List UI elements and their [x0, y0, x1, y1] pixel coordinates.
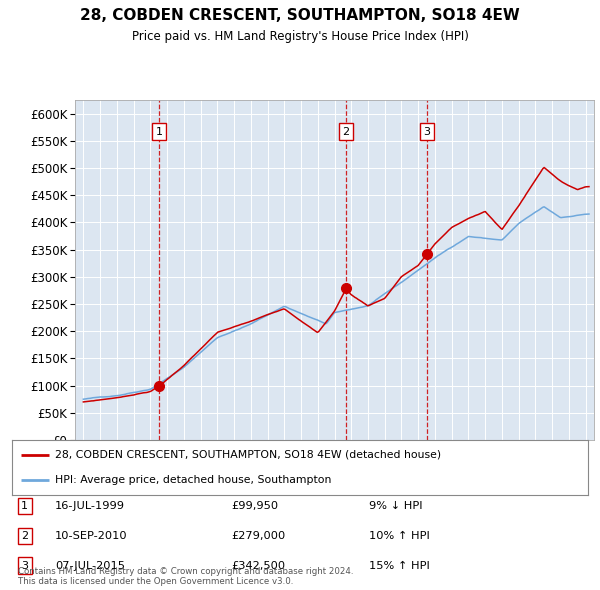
- Text: 16-JUL-1999: 16-JUL-1999: [55, 501, 125, 511]
- Text: 07-JUL-2015: 07-JUL-2015: [55, 560, 125, 571]
- Text: 28, COBDEN CRESCENT, SOUTHAMPTON, SO18 4EW (detached house): 28, COBDEN CRESCENT, SOUTHAMPTON, SO18 4…: [55, 450, 442, 460]
- Text: 28, COBDEN CRESCENT, SOUTHAMPTON, SO18 4EW: 28, COBDEN CRESCENT, SOUTHAMPTON, SO18 4…: [80, 8, 520, 23]
- Text: £99,950: £99,950: [231, 501, 278, 511]
- Text: Contains HM Land Registry data © Crown copyright and database right 2024.: Contains HM Land Registry data © Crown c…: [18, 567, 353, 576]
- Text: 2: 2: [343, 126, 350, 136]
- Text: This data is licensed under the Open Government Licence v3.0.: This data is licensed under the Open Gov…: [18, 577, 293, 586]
- Text: 1: 1: [21, 501, 28, 511]
- Text: 15% ↑ HPI: 15% ↑ HPI: [369, 560, 430, 571]
- Text: Price paid vs. HM Land Registry's House Price Index (HPI): Price paid vs. HM Land Registry's House …: [131, 30, 469, 43]
- Text: 1: 1: [156, 126, 163, 136]
- Text: 3: 3: [21, 560, 28, 571]
- Text: 10-SEP-2010: 10-SEP-2010: [55, 531, 128, 541]
- Text: £342,500: £342,500: [231, 560, 285, 571]
- Text: 2: 2: [21, 531, 28, 541]
- Text: 10% ↑ HPI: 10% ↑ HPI: [369, 531, 430, 541]
- Text: 9% ↓ HPI: 9% ↓ HPI: [369, 501, 423, 511]
- Text: £279,000: £279,000: [231, 531, 285, 541]
- Text: HPI: Average price, detached house, Southampton: HPI: Average price, detached house, Sout…: [55, 475, 332, 485]
- Text: 3: 3: [423, 126, 430, 136]
